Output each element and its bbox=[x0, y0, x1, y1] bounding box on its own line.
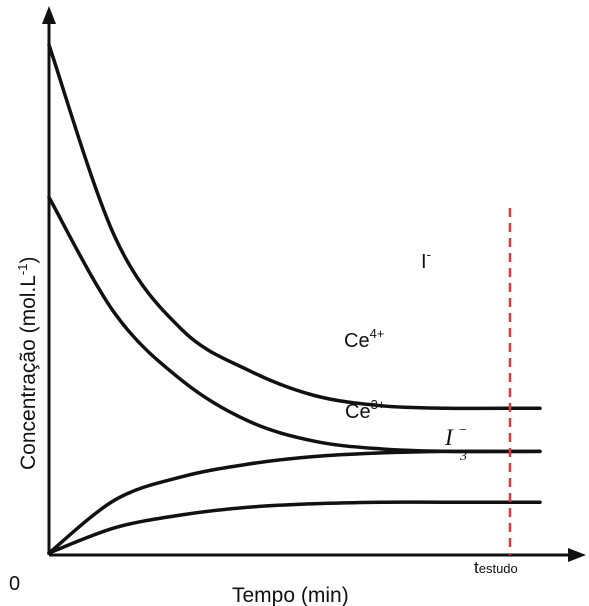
origin-label: 0 bbox=[9, 573, 20, 595]
series-label-i3: I 3 − bbox=[444, 423, 467, 464]
svg-text:3: 3 bbox=[459, 449, 467, 464]
svg-text:I: I bbox=[444, 425, 454, 450]
curve-ce3 bbox=[47, 449, 542, 555]
x-axis-arrowhead bbox=[568, 548, 586, 562]
svg-text:−: − bbox=[458, 423, 467, 438]
x-axis-label: Tempo (min) bbox=[232, 584, 349, 606]
curve-i3 bbox=[47, 500, 542, 555]
curve-i-minus bbox=[47, 43, 542, 411]
series-label-i-minus: I- bbox=[421, 247, 431, 273]
series-label-ce3: Ce3+ bbox=[345, 397, 385, 423]
series-curves bbox=[47, 43, 542, 555]
y-axis-label: Concentração (mol.L-1) bbox=[15, 257, 40, 471]
curve-ce4 bbox=[47, 195, 542, 454]
y-axis-arrowhead bbox=[42, 6, 56, 24]
series-label-ce4: Ce4+ bbox=[344, 326, 384, 352]
t-estudo-label: testudo bbox=[474, 558, 518, 577]
